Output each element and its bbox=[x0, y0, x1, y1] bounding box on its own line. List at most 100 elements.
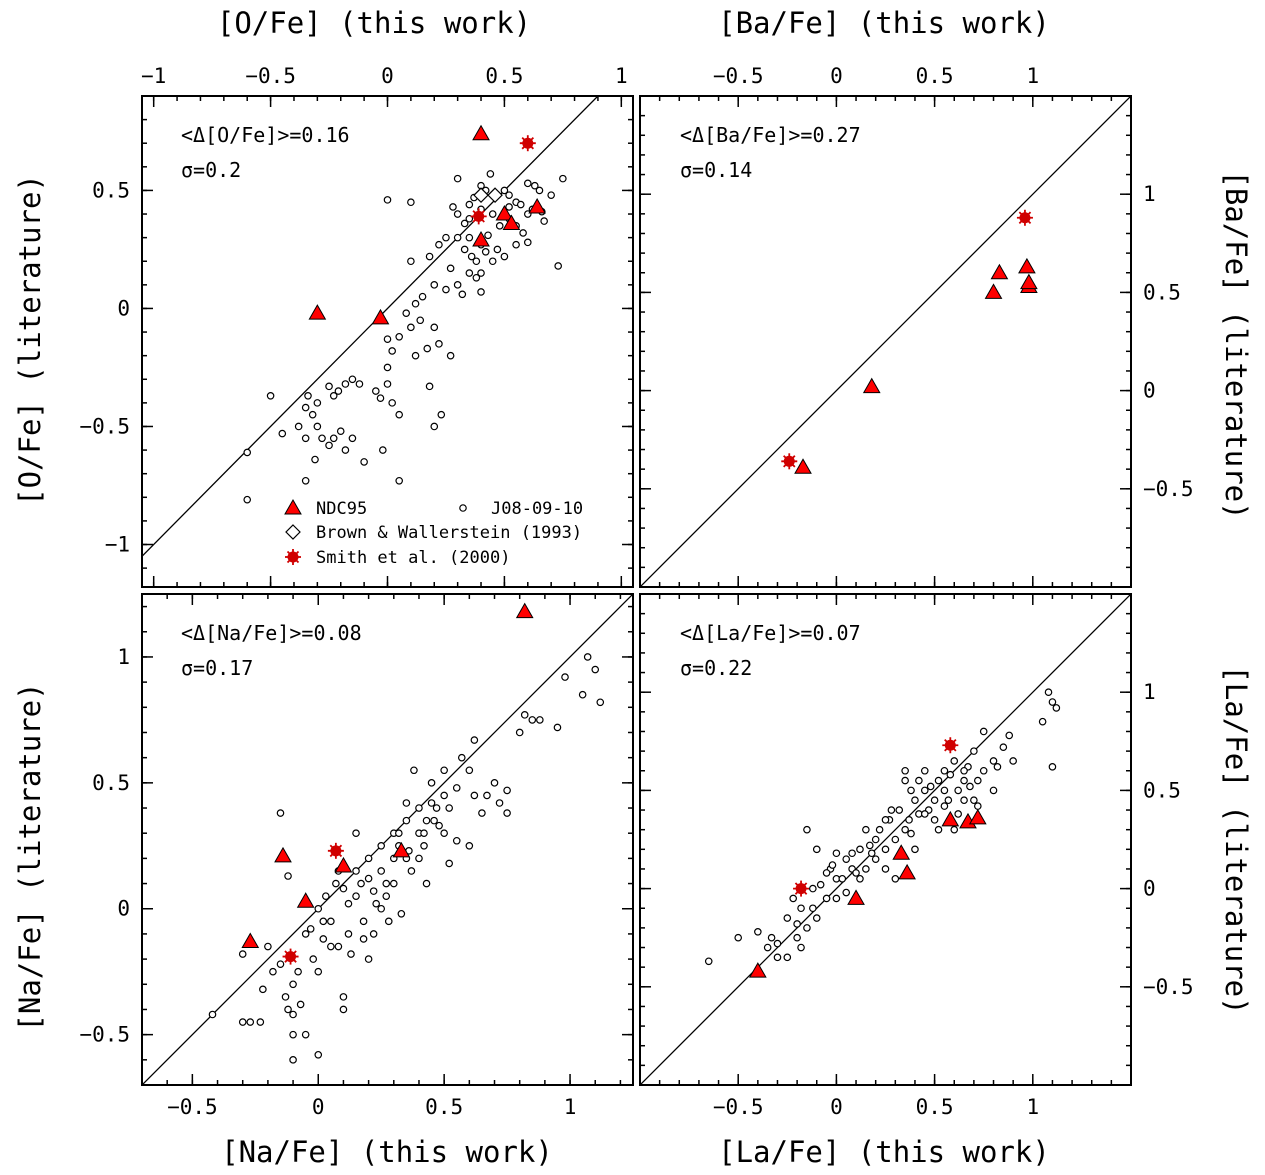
legend-ndc-label: NDC95 bbox=[316, 499, 367, 519]
of-point-j08 bbox=[360, 458, 368, 466]
of-point-j08 bbox=[425, 382, 434, 391]
ba-ytick-label: −0.5 bbox=[1143, 477, 1194, 501]
of-point-smith bbox=[519, 135, 536, 152]
la-point-j08 bbox=[920, 786, 929, 795]
la-point-j08 bbox=[920, 810, 929, 818]
na-plot-area: −0.5 0 0.5 1 −0.5 0 0.5 1 bbox=[79, 594, 633, 1119]
of-point-j08 bbox=[383, 363, 392, 372]
la-point-j08 bbox=[974, 776, 982, 785]
la-point-j08 bbox=[989, 757, 998, 765]
of-point-j08 bbox=[325, 382, 333, 391]
of-point-j08 bbox=[484, 231, 492, 240]
na-point-j08 bbox=[503, 786, 511, 795]
ba-ytick-label: 1 bbox=[1143, 182, 1156, 206]
na-point-j08 bbox=[465, 841, 474, 850]
la-point-j08 bbox=[920, 766, 929, 775]
na-point-j08 bbox=[384, 917, 393, 926]
la-point-j08 bbox=[862, 825, 870, 834]
la-point-j08 bbox=[862, 865, 870, 873]
la-point-j08 bbox=[789, 894, 797, 903]
of-point-j08 bbox=[477, 269, 485, 277]
la-point-ndc95 bbox=[892, 844, 911, 860]
na-point-j08 bbox=[352, 867, 360, 875]
legend-smith-label: Smith et al. (2000) bbox=[316, 548, 510, 568]
of-point-ndc95 bbox=[472, 230, 490, 247]
panel-ba-frame bbox=[639, 95, 1132, 588]
la-point-j08 bbox=[803, 924, 811, 932]
la-point-j08 bbox=[881, 865, 890, 873]
of-point-brown-wallerstein bbox=[473, 187, 489, 203]
na-point-j08 bbox=[561, 673, 569, 681]
la-point-j08 bbox=[979, 727, 988, 736]
ba-point-smith bbox=[1016, 209, 1033, 226]
ba-point-ndc95 bbox=[984, 283, 1003, 299]
of-ytick-label: 0 bbox=[117, 296, 130, 320]
na-point-j08 bbox=[465, 766, 474, 775]
la-point-j08 bbox=[950, 757, 959, 765]
la-point-j08 bbox=[783, 914, 792, 922]
of-point-ndc95 bbox=[495, 205, 514, 221]
na-point-j08 bbox=[415, 804, 423, 812]
la-point-j08 bbox=[865, 841, 874, 850]
na-point-j08 bbox=[256, 1018, 265, 1026]
la-point-j08 bbox=[974, 802, 982, 810]
na-point-j08 bbox=[395, 829, 403, 838]
na-point-j08 bbox=[490, 779, 499, 787]
na-point-j08 bbox=[347, 950, 355, 958]
of-point-j08 bbox=[523, 238, 532, 247]
of-point-j08 bbox=[493, 245, 502, 254]
la-point-j08 bbox=[803, 825, 811, 834]
of-point-j08 bbox=[465, 200, 474, 209]
na-point-j08 bbox=[344, 899, 353, 908]
la-point-j08 bbox=[901, 776, 909, 785]
la-point-j08 bbox=[881, 845, 890, 854]
na-xlabel: [Na/Fe] (this work) bbox=[221, 1135, 553, 1169]
of-point-j08 bbox=[407, 198, 415, 207]
legend-bw-diamond-marker bbox=[285, 524, 301, 540]
na-point-j08 bbox=[289, 1010, 297, 1019]
na-one-to-one-line bbox=[142, 594, 633, 1085]
na-point-j08 bbox=[339, 993, 348, 1001]
la-ytick-label: −0.5 bbox=[1143, 975, 1194, 999]
of-point-j08 bbox=[407, 257, 415, 266]
la-point-j08 bbox=[954, 786, 962, 795]
of-point-j08 bbox=[523, 179, 532, 188]
of-point-j08 bbox=[435, 340, 443, 348]
of-xtick-label: −1 bbox=[141, 64, 166, 88]
la-point-j08 bbox=[797, 904, 805, 913]
na-point-ndc95 bbox=[515, 602, 534, 619]
na-point-j08 bbox=[596, 698, 605, 707]
of-point-j08 bbox=[407, 323, 415, 332]
la-point-j08 bbox=[989, 786, 998, 795]
of-point-j08 bbox=[341, 380, 350, 388]
of-xtick-label: −0.5 bbox=[245, 64, 296, 88]
na-point-j08 bbox=[276, 960, 285, 968]
na-point-j08 bbox=[440, 829, 448, 838]
na-point-j08 bbox=[457, 753, 466, 762]
la-xtick-label: 1 bbox=[1026, 1095, 1039, 1119]
na-point-j08 bbox=[269, 967, 277, 976]
na-point-j08 bbox=[327, 917, 335, 926]
of-point-j08 bbox=[516, 200, 525, 209]
na-point-j08 bbox=[238, 950, 247, 958]
la-point-j08 bbox=[812, 845, 821, 854]
na-point-j08 bbox=[314, 967, 323, 976]
na-point-j08 bbox=[369, 930, 378, 938]
la-point-j08 bbox=[999, 743, 1008, 751]
la-point-j08 bbox=[1038, 717, 1047, 726]
of-point-j08 bbox=[388, 347, 396, 355]
la-point-j08 bbox=[970, 747, 978, 755]
of-point-j08 bbox=[488, 257, 497, 266]
of-point-j08 bbox=[325, 441, 333, 450]
ba-xtick-label: 0 bbox=[830, 64, 843, 88]
ba-plot-area: −0.5 0 0.5 1 −0.5 0 0.5 1 bbox=[639, 64, 1194, 588]
na-point-j08 bbox=[327, 942, 335, 951]
na-xtick-label: 1 bbox=[564, 1095, 577, 1119]
legend: NDC95 J08-09-10 Brown & Wallerstein (199… bbox=[284, 498, 583, 568]
na-point-j08 bbox=[364, 854, 373, 863]
la-point-j08 bbox=[809, 904, 817, 913]
na-point-j08 bbox=[440, 766, 448, 775]
na-point-j08 bbox=[422, 879, 431, 888]
of-point-j08 bbox=[472, 273, 481, 282]
of-ylabel: [O/Fe] (literature) bbox=[13, 174, 47, 506]
